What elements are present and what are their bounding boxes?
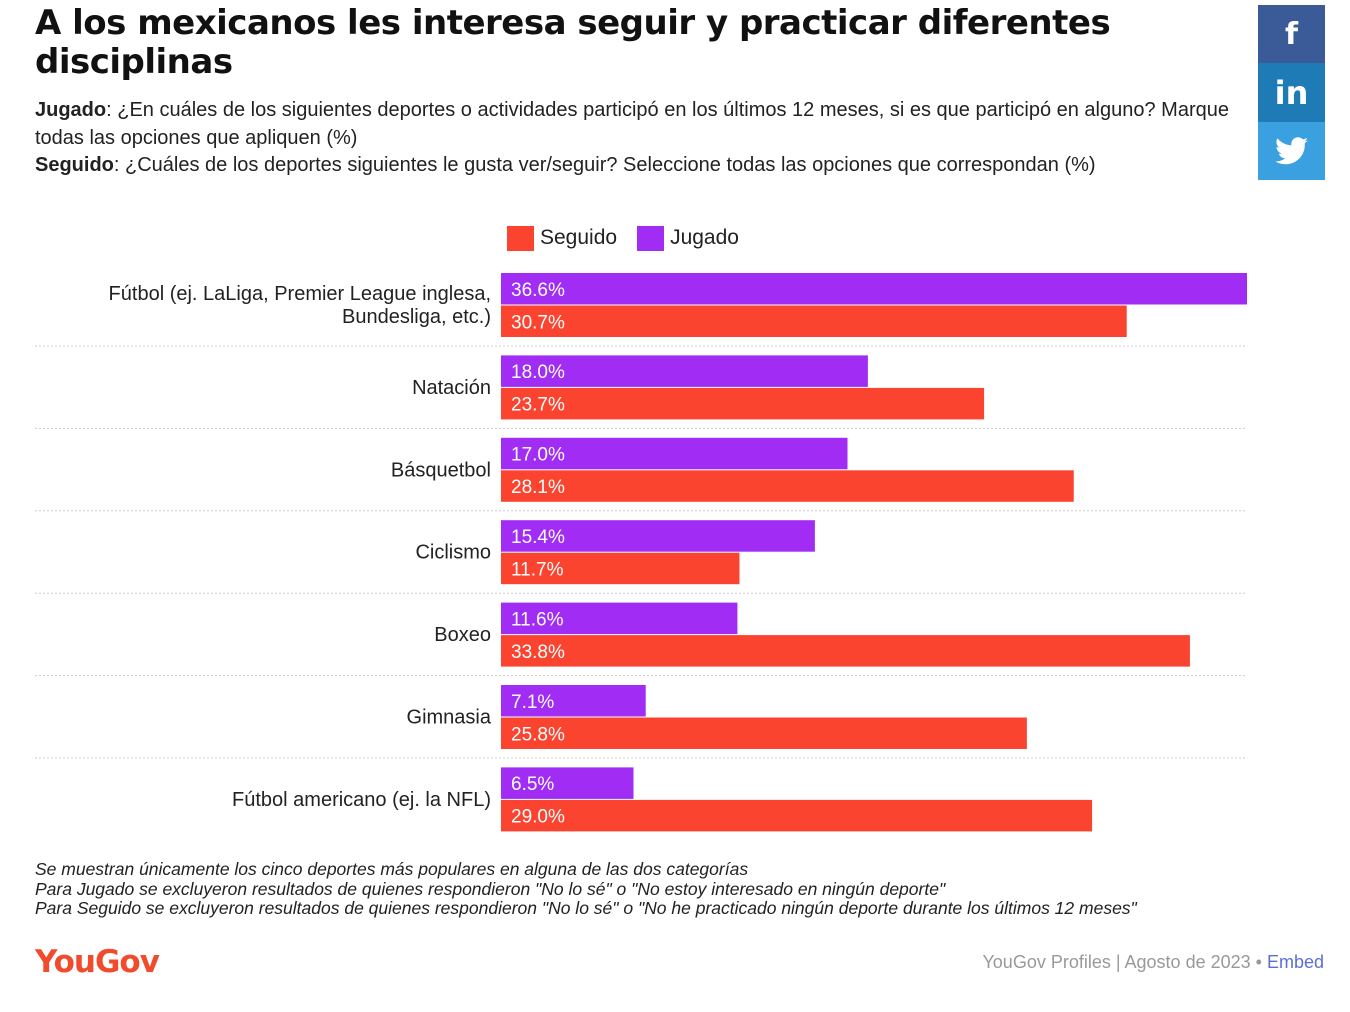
chart-legend: Seguido Jugado xyxy=(507,224,759,252)
footnote-1: Se muestran únicamente los cinco deporte… xyxy=(35,859,749,879)
legend-label-jugado: Jugado xyxy=(670,226,739,249)
value-label-jugado-futbol-americano-ej-la-nfl: 6.5% xyxy=(511,774,554,795)
subtitle-jugado-text: : ¿En cuáles de los siguientes deportes … xyxy=(35,99,1229,149)
category-label-natacion: Natación xyxy=(412,377,491,399)
footnote-2: Para Jugado se excluyeron resultados de … xyxy=(35,878,946,899)
linkedin-icon: in xyxy=(1274,73,1309,112)
source-text: YouGov Profiles | Agosto de 2023 xyxy=(982,952,1251,972)
source-line: YouGov Profiles | Agosto de 2023 • Embed xyxy=(982,952,1324,973)
footnotes: Se muestran únicamente los cinco deporte… xyxy=(35,859,1335,919)
bar-seguido-basquetbol xyxy=(501,470,1074,502)
chart-subtitle: Jugado: ¿En cuáles de los siguientes dep… xyxy=(35,97,1250,180)
twitter-share-button[interactable] xyxy=(1258,122,1325,180)
bar-jugado-ciclismo xyxy=(501,520,815,552)
category-label-futbol-ej-laliga-premier-league-inglesa-bundesliga-etc: Bundesliga, etc.) xyxy=(342,306,491,328)
value-label-seguido-futbol-ej-laliga-premier-league-inglesa-bundesliga-etc: 30.7% xyxy=(511,312,565,333)
value-label-jugado-gimnasia: 7.1% xyxy=(511,692,554,713)
facebook-share-button[interactable]: f xyxy=(1258,5,1325,63)
chart-title: A los mexicanos les interesa seguir y pr… xyxy=(35,3,1111,82)
category-label-basquetbol: Básquetbol xyxy=(391,459,491,481)
linkedin-share-button[interactable]: in xyxy=(1258,63,1325,122)
value-label-seguido-boxeo: 33.8% xyxy=(511,642,565,663)
category-label-gimnasia: Gimnasia xyxy=(407,707,492,729)
facebook-icon: f xyxy=(1284,16,1299,52)
bar-jugado-basquetbol xyxy=(501,437,848,470)
value-label-jugado-boxeo: 11.6% xyxy=(511,609,564,630)
value-label-jugado-basquetbol: 17.0% xyxy=(511,445,565,466)
embed-link[interactable]: Embed xyxy=(1266,952,1324,972)
value-label-jugado-ciclismo: 15.4% xyxy=(511,527,565,548)
source-separator: • xyxy=(1250,952,1267,972)
legend-item-jugado: Jugado xyxy=(637,225,739,251)
bar-seguido-ciclismo xyxy=(501,552,740,585)
bar-jugado-futbol-ej-laliga-premier-league-inglesa-bundesliga-etc xyxy=(501,273,1247,305)
bar-jugado-gimnasia xyxy=(501,685,646,717)
subtitle-seguido-label: Seguido xyxy=(35,154,114,176)
bar-seguido-boxeo xyxy=(501,635,1190,667)
value-label-seguido-basquetbol: 28.1% xyxy=(511,477,565,498)
category-label-futbol-ej-laliga-premier-league-inglesa-bundesliga-etc: Fútbol (ej. LaLiga, Premier League ingle… xyxy=(109,283,491,305)
value-label-seguido-gimnasia: 25.8% xyxy=(511,724,565,745)
bar-jugado-natacion xyxy=(501,355,868,387)
bar-seguido-futbol-ej-laliga-premier-league-inglesa-bundesliga-etc xyxy=(501,305,1127,337)
legend-swatch-jugado xyxy=(637,225,665,251)
legend-label-seguido: Seguido xyxy=(540,226,618,249)
subtitle-jugado: Jugado: ¿En cuáles de los siguientes dep… xyxy=(35,97,1250,152)
value-label-seguido-futbol-americano-ej-la-nfl: 29.0% xyxy=(511,807,565,828)
category-label-ciclismo: Ciclismo xyxy=(415,542,491,564)
value-label-jugado-natacion: 18.0% xyxy=(511,362,565,383)
footnote-3: Para Seguido se excluyeron resultados de… xyxy=(35,898,1137,918)
share-buttons: f in xyxy=(1258,5,1325,180)
category-label-boxeo: Boxeo xyxy=(434,624,491,646)
category-label-futbol-americano-ej-la-nfl: Fútbol americano (ej. la NFL) xyxy=(232,789,491,811)
subtitle-jugado-label: Jugado xyxy=(35,99,107,121)
legend-item-seguido: Seguido xyxy=(507,225,618,251)
bar-seguido-natacion xyxy=(501,387,985,420)
value-label-seguido-natacion: 23.7% xyxy=(511,395,565,416)
yougov-logo[interactable]: YouGov xyxy=(35,944,160,980)
legend-swatch-seguido xyxy=(507,225,534,251)
value-label-jugado-futbol-ej-laliga-premier-league-inglesa-bundesliga-etc: 36.6% xyxy=(511,280,565,301)
value-label-seguido-ciclismo: 11.7% xyxy=(511,559,564,580)
subtitle-seguido-text: : ¿Cuáles de los deportes siguientes le … xyxy=(113,154,1096,176)
bar-seguido-gimnasia xyxy=(501,717,1027,749)
bar-seguido-futbol-americano-ej-la-nfl xyxy=(501,799,1093,832)
twitter-icon xyxy=(1274,137,1308,165)
subtitle-seguido: Seguido: ¿Cuáles de los deportes siguien… xyxy=(35,152,1250,180)
bar-jugado-boxeo xyxy=(501,602,738,635)
bar-jugado-futbol-americano-ej-la-nfl xyxy=(501,767,634,799)
